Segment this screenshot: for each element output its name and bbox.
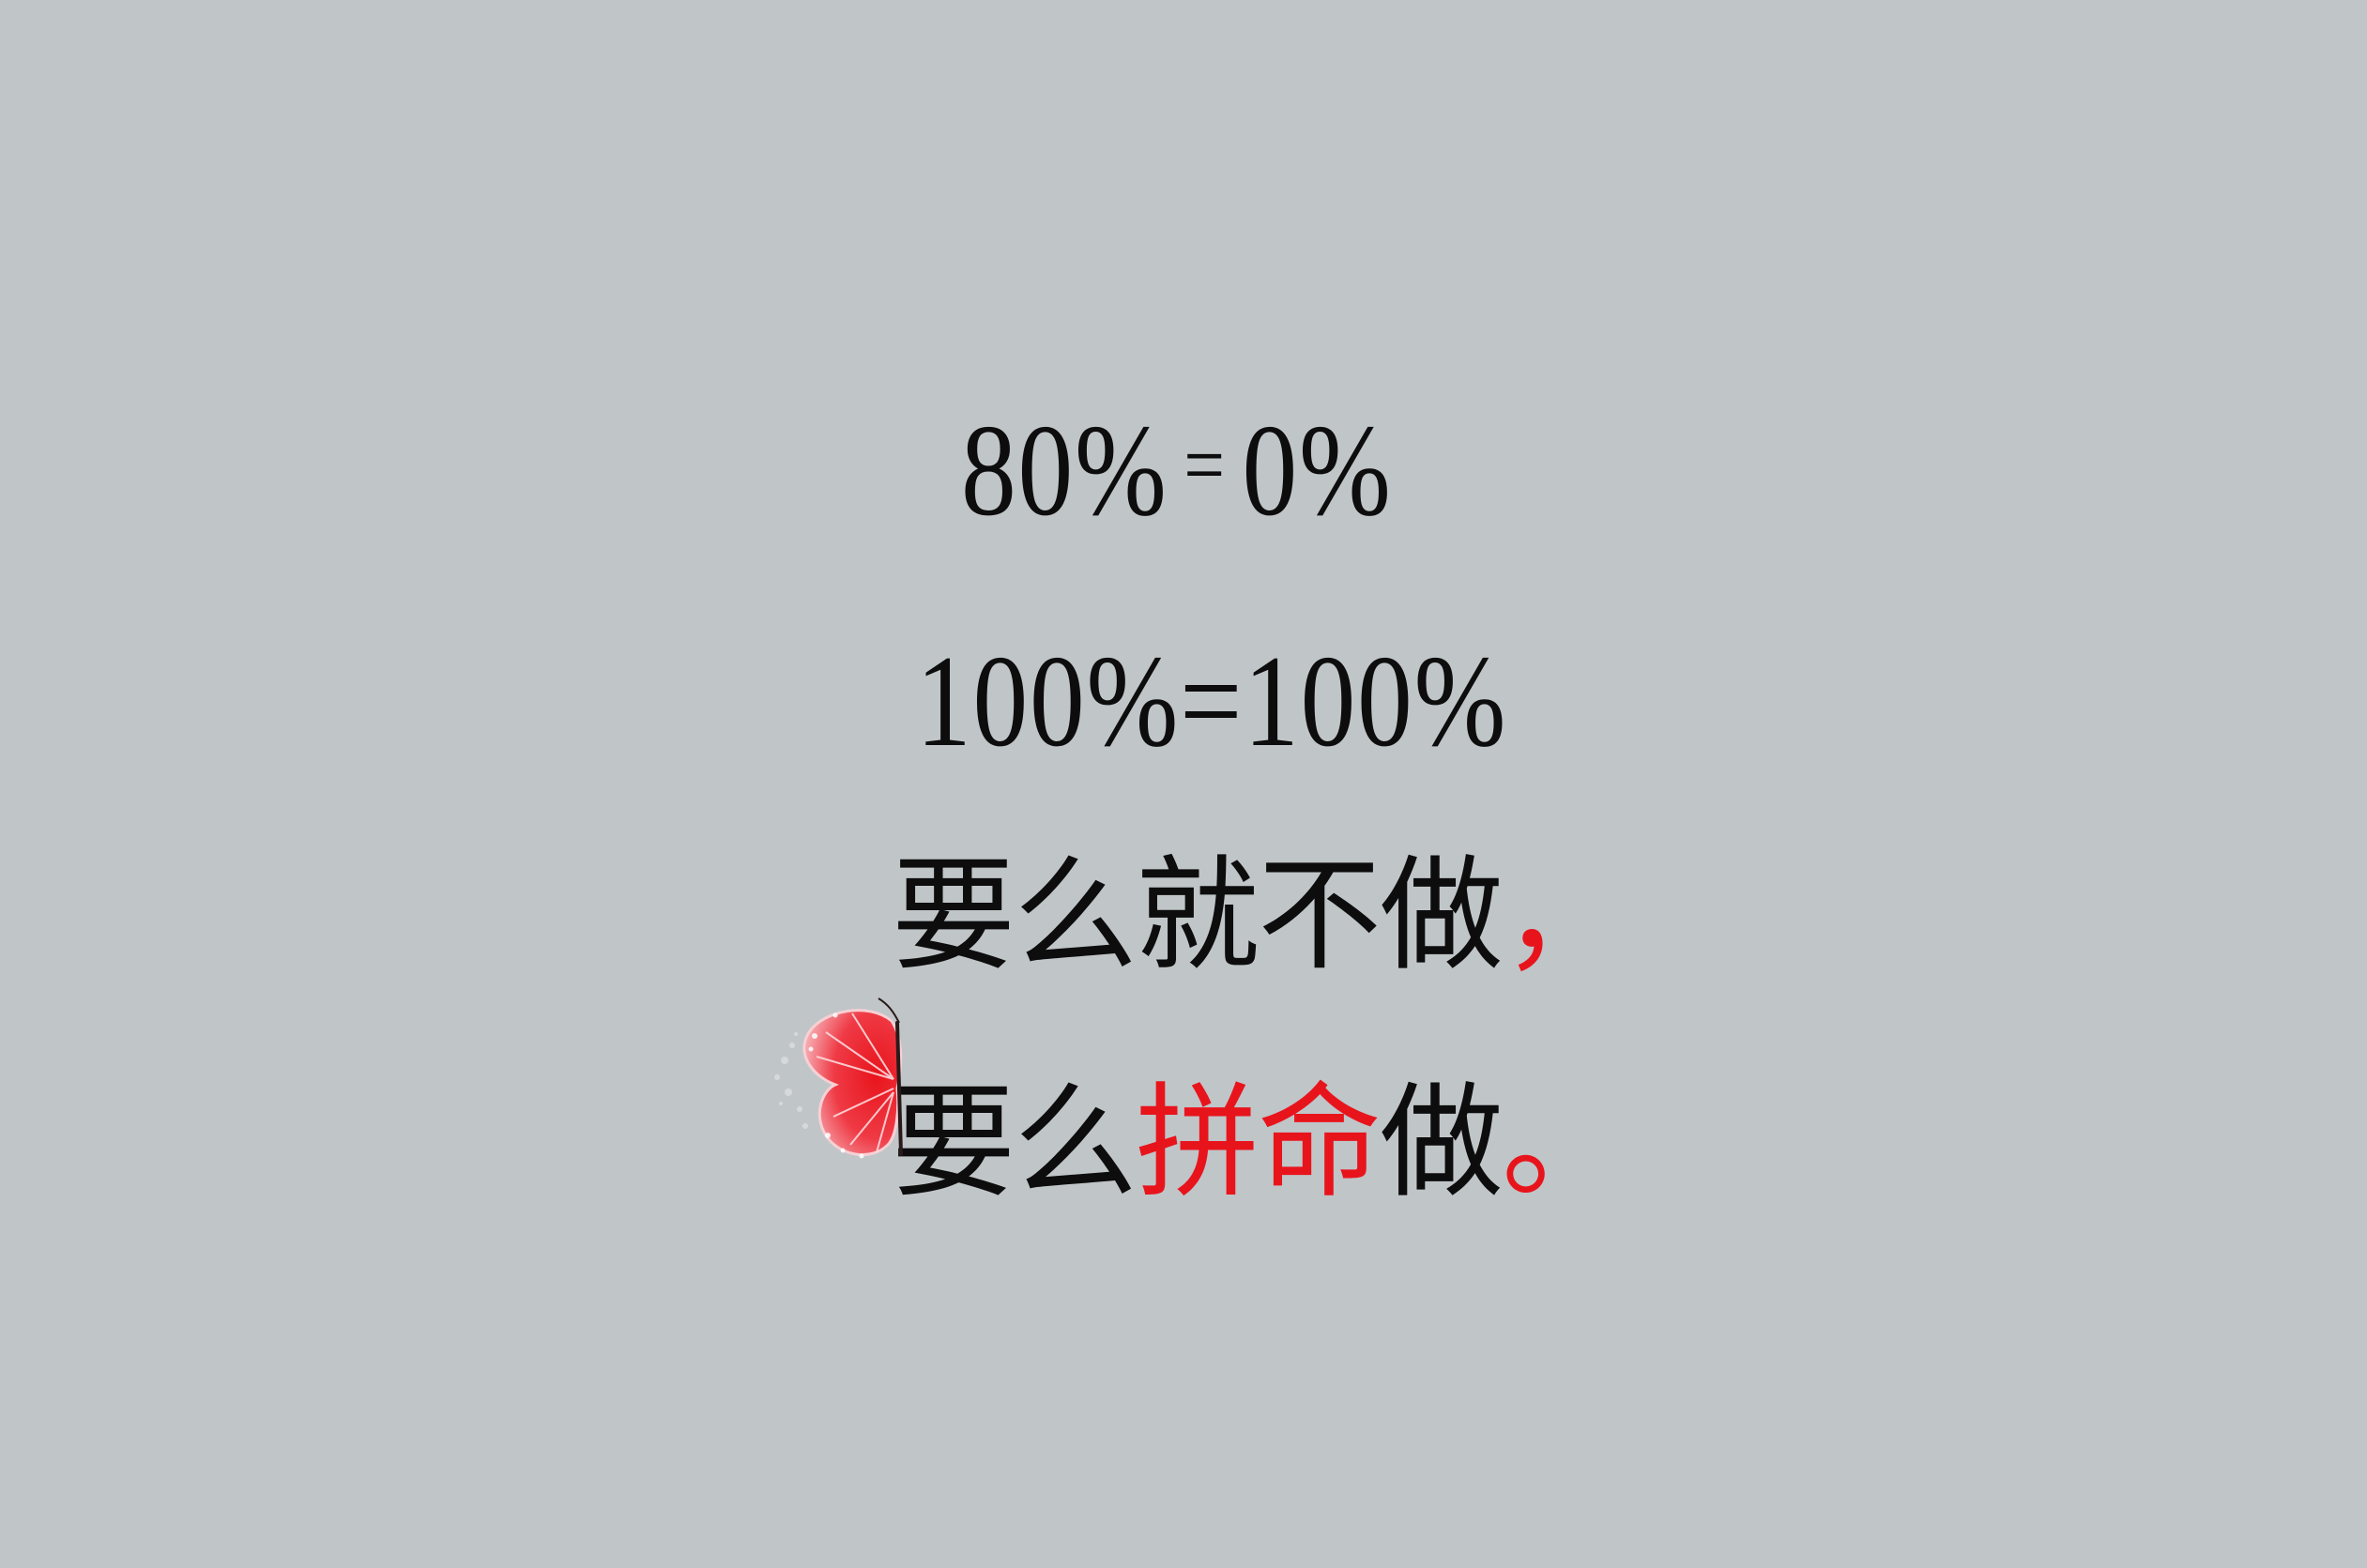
comma-mark: ，	[1502, 844, 1626, 988]
quote-line-do-all-out: 要么拼命做。	[892, 1081, 1626, 1205]
butterfly-icon	[774, 997, 903, 1159]
equation-left: 80%	[961, 398, 1168, 543]
quote-emphasis: 拼命	[1136, 1071, 1382, 1215]
equation-line-80: 80% = 0%	[961, 405, 1393, 537]
period-mark: 。	[1502, 1071, 1626, 1215]
equals-sign: =	[1184, 417, 1227, 512]
quote-line-dont-do: 要么就不做，	[892, 854, 1626, 978]
quote-text: 要么就不做	[892, 844, 1504, 988]
equation-text: 100%=100%	[916, 629, 1508, 774]
equation-line-100: 100%=100%	[916, 636, 1507, 768]
equation-right: 0%	[1242, 398, 1393, 543]
quote-tail: 做	[1380, 1071, 1504, 1215]
quote-lead: 要么	[892, 1071, 1138, 1215]
